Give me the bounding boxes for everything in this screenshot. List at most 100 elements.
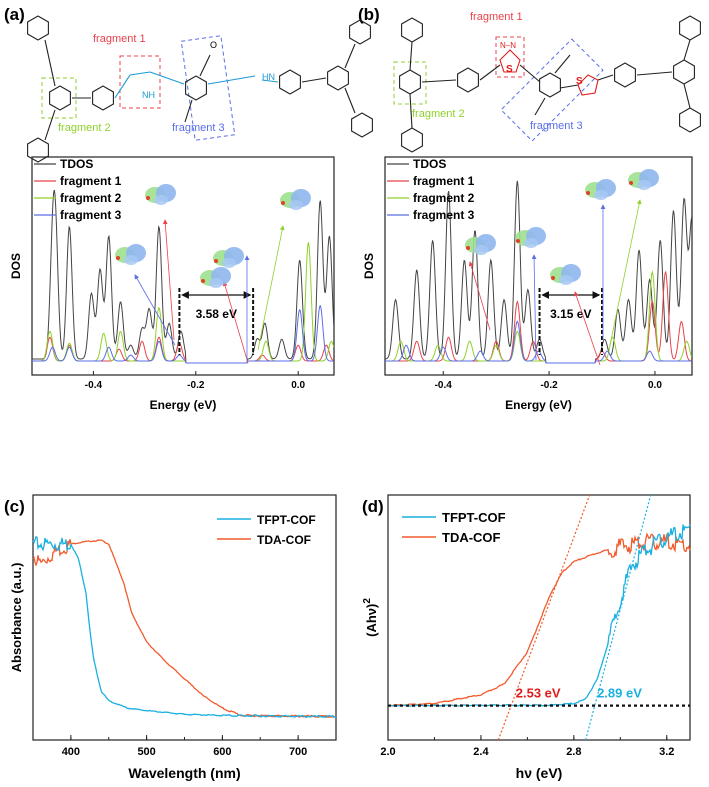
dos-line-fragment-1 <box>385 270 692 364</box>
fragment1-label: fragment 1 <box>470 11 523 23</box>
x-axis-title: Energy (eV) <box>505 398 572 412</box>
bandgap-label-tda: 2.53 eV <box>516 686 561 701</box>
x-tick-label: -0.4 <box>435 380 453 391</box>
structure-tfpt-cof: fragment 1 fragment 2 fragment 3 NH HN O <box>27 15 373 163</box>
orbital-isosurface <box>550 264 581 285</box>
bond <box>683 39 691 61</box>
bond <box>207 75 256 85</box>
ring <box>279 69 301 95</box>
dos-chart-a: -0.4 -0.2 0.0 Energy (eV) DOS TDOS fragment 1 f… <box>9 156 335 412</box>
series-line-tfpt-cof <box>32 535 337 719</box>
atom-nn: N–N <box>500 41 516 50</box>
ring <box>399 69 421 95</box>
panel-label-a: (a) <box>4 5 25 24</box>
dos-line-tdos <box>32 189 335 364</box>
ring <box>49 85 71 111</box>
legend-label: fragment 2 <box>413 191 475 205</box>
legend-label: TFPT-COF <box>442 510 506 525</box>
orbital-arrow <box>222 281 249 364</box>
gap-label: 3.15 eV <box>550 307 591 321</box>
orbital-arrow <box>257 225 285 351</box>
y-axis-title: (Ahν)2 <box>362 598 379 637</box>
x-tick-label: 600 <box>213 746 231 758</box>
x-axis-title: hν (eV) <box>516 765 563 781</box>
fragment2-box <box>393 61 427 105</box>
tauc-chart: 2.0 2.4 2.8 3.2 hν (eV) (Ahν)2 TFPT-COF TDA-COF… <box>362 494 691 781</box>
fragment1-box <box>119 55 161 109</box>
dos-line-fragment-1 <box>32 336 334 364</box>
gap-label: 3.58 eV <box>196 307 237 321</box>
y-axis-title: Absorbance (a.u.) <box>9 563 24 673</box>
orbital-lobe <box>222 258 236 268</box>
fragment3-label: fragment 3 <box>172 122 225 134</box>
legend-label: fragment 1 <box>413 174 475 188</box>
ring <box>539 72 561 98</box>
legend-label: TDA-COF <box>257 533 311 547</box>
orbital-isosurface <box>115 244 146 265</box>
bond <box>534 97 546 116</box>
x-tick-label: 2.4 <box>473 746 489 758</box>
x-tick-label: -0.2 <box>187 380 205 391</box>
atom-o: O <box>210 40 217 50</box>
ring <box>185 75 207 101</box>
bond <box>129 71 151 76</box>
plot-frame <box>387 494 691 741</box>
x-tick-label: 0.0 <box>648 380 662 391</box>
ring <box>27 15 49 41</box>
dos-line-fragment-3 <box>32 304 334 364</box>
dos-line-tdos <box>384 180 693 364</box>
x-tick-label: 2.8 <box>566 746 581 758</box>
series-line-tfpt-cof <box>387 524 691 707</box>
x-tick-label: 0.0 <box>291 380 305 391</box>
legend-label: fragment 3 <box>413 208 475 222</box>
ring <box>349 19 371 45</box>
ring <box>27 137 49 163</box>
legend-label: TFPT-COF <box>257 513 316 527</box>
fragment3-box <box>500 38 604 142</box>
tangent-fit-tfpt-cof <box>585 494 652 741</box>
bond <box>44 109 56 141</box>
legend-label: fragment 3 <box>60 208 122 222</box>
ring <box>401 127 423 153</box>
x-axis-title: Energy (eV) <box>150 398 217 412</box>
x-tick-label: 500 <box>137 746 155 758</box>
orbital-isosurface <box>628 169 659 190</box>
bond <box>597 74 614 81</box>
bond <box>479 64 501 81</box>
orbital-lobe <box>154 195 168 205</box>
orbital-lobe <box>209 278 223 288</box>
atom <box>551 276 555 280</box>
atom-s: S <box>506 64 513 75</box>
panel-label-d: (d) <box>362 497 384 516</box>
atom-nh: NH <box>142 90 155 100</box>
plot-frame <box>384 156 693 376</box>
bond <box>421 79 457 83</box>
ring <box>351 112 373 138</box>
atom <box>281 201 285 205</box>
fragment1-label: fragment 1 <box>93 33 146 45</box>
y-axis-title-superscript: 2 <box>362 598 373 604</box>
orbital-isosurface <box>145 184 176 205</box>
orbital-lobe <box>524 238 538 248</box>
fragment2-label: fragment 2 <box>58 122 111 134</box>
bond <box>344 87 356 114</box>
bond <box>559 84 579 89</box>
x-axis-title: Wavelength (nm) <box>128 765 240 781</box>
orbital-isosurface <box>585 179 616 200</box>
plot-frame <box>31 156 335 376</box>
x-tick-label: 700 <box>289 746 307 758</box>
orbital-arrow <box>609 199 642 346</box>
bond <box>301 77 327 83</box>
atom <box>201 279 205 283</box>
atom-s: S <box>576 76 583 87</box>
thiadiazole-ring <box>577 74 599 96</box>
legend-label: TDOS <box>60 157 93 171</box>
y-axis-title: DOS <box>9 253 23 279</box>
orbital-isosurface <box>515 227 546 248</box>
bond <box>261 79 279 83</box>
bond <box>184 99 193 123</box>
orbital-lobe <box>474 245 488 255</box>
y-axis-title-text: (Ahν) <box>364 604 379 637</box>
panel-label-c: (c) <box>4 497 25 516</box>
